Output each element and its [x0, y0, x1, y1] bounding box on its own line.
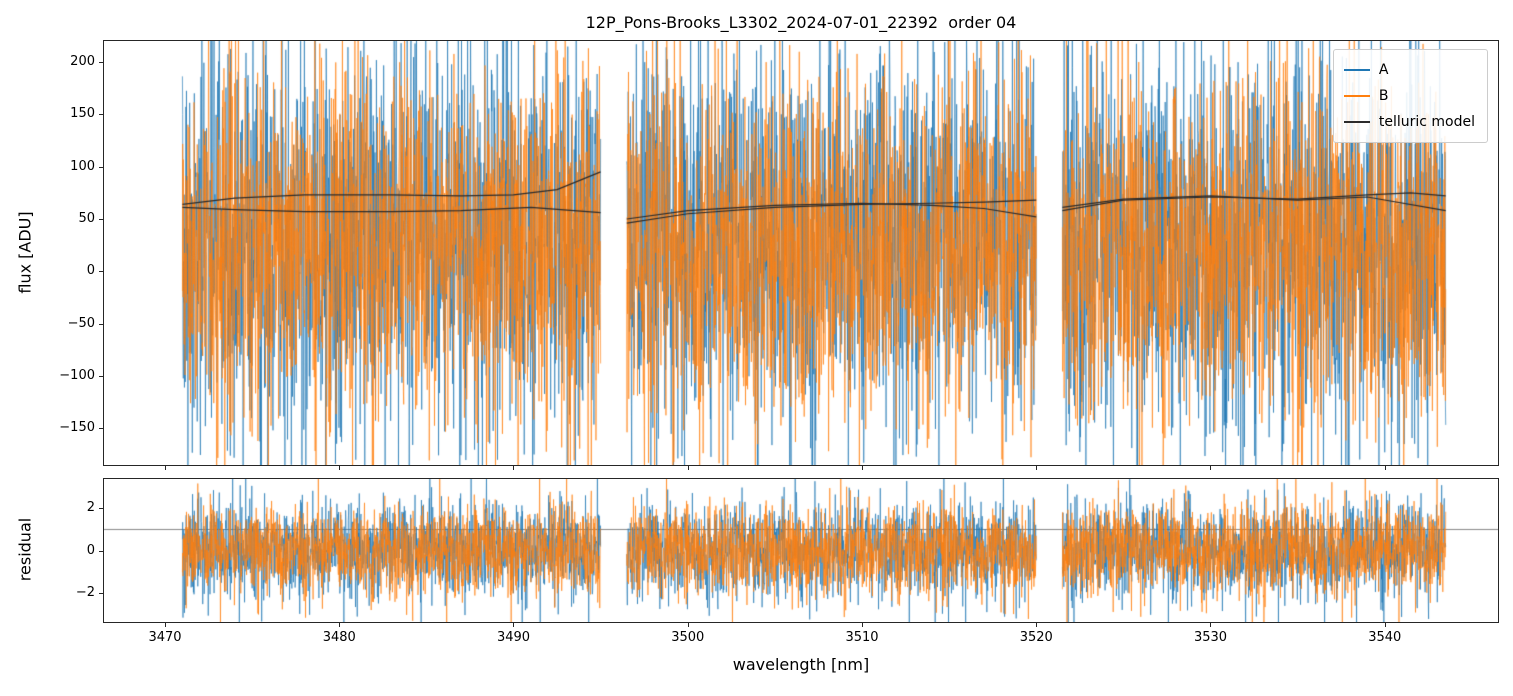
y-tick-mark: [99, 166, 103, 168]
y-tick-label: 200: [70, 53, 95, 69]
x-tick-mark: [1210, 623, 1212, 627]
x-tick-label: 3500: [671, 630, 705, 645]
x-tick-mark: [861, 466, 863, 470]
x-tick-mark: [339, 623, 341, 627]
x-tick-mark: [339, 466, 341, 470]
y-tick-mark: [99, 323, 103, 325]
x-tick-label: 3540: [1368, 630, 1402, 645]
x-tick-mark: [1036, 623, 1038, 627]
x-tick-mark: [1210, 466, 1212, 470]
y-tick-label: 100: [70, 158, 95, 174]
legend-line-swatch-a: [1343, 69, 1370, 71]
legend-item-telluric: telluric model: [1343, 109, 1475, 135]
residual-axis-label: residual: [15, 517, 35, 582]
residual-panel: [103, 478, 1499, 623]
y-tick-label: 0: [86, 263, 95, 279]
legend-label-a: A: [1378, 62, 1389, 78]
y-tick-label: 150: [70, 106, 95, 122]
flux-panel: A B telluric model: [103, 40, 1499, 466]
y-tick-label: −100: [59, 368, 95, 383]
x-tick-mark: [513, 623, 515, 627]
y-tick-label: −150: [59, 420, 95, 436]
y-tick-mark: [99, 271, 103, 273]
y-tick-label: −50: [67, 315, 95, 331]
x-tick-label: 3530: [1193, 630, 1228, 645]
x-tick-label: 3470: [148, 630, 182, 645]
legend-item-a: A: [1343, 57, 1475, 83]
x-tick-mark: [687, 466, 689, 470]
legend-item-b: B: [1343, 83, 1475, 109]
y-tick-mark: [99, 428, 103, 430]
flux-axis-label: flux [ADU]: [15, 211, 35, 294]
legend-line-swatch-b: [1343, 95, 1370, 97]
x-tick-label: 3510: [845, 630, 879, 645]
x-tick-label: 3490: [496, 630, 531, 645]
x-tick-mark: [1384, 466, 1386, 470]
y-tick-mark: [99, 61, 103, 63]
x-tick-mark: [861, 623, 863, 627]
y-tick-mark: [99, 508, 103, 510]
y-tick-label: 0: [86, 542, 95, 558]
legend-label-telluric: telluric model: [1378, 114, 1475, 130]
chart-title: 12P_Pons-Brooks_L3302_2024-07-01_22392 o…: [585, 13, 1017, 32]
x-tick-label: 3480: [322, 630, 356, 645]
x-tick-mark: [1384, 623, 1386, 627]
legend: A B telluric model: [1332, 49, 1488, 143]
legend-label-b: B: [1378, 88, 1389, 104]
x-tick-mark: [687, 623, 689, 627]
y-tick-mark: [99, 114, 103, 116]
y-tick-mark: [99, 592, 103, 594]
y-tick-mark: [99, 550, 103, 552]
x-tick-mark: [513, 466, 515, 470]
y-tick-label: −2: [75, 584, 95, 600]
y-tick-label: 50: [78, 210, 95, 226]
y-tick-mark: [99, 218, 103, 220]
x-axis-label: wavelength [nm]: [732, 655, 870, 674]
x-tick-label: 3520: [1019, 630, 1053, 645]
x-tick-mark: [164, 623, 166, 627]
legend-line-swatch-telluric: [1343, 121, 1370, 123]
flux-plot-canvas: [104, 41, 1498, 465]
x-tick-mark: [1036, 466, 1038, 470]
x-tick-mark: [164, 466, 166, 470]
y-tick-label: 2: [86, 500, 95, 516]
residual-plot-canvas: [104, 479, 1498, 622]
y-tick-mark: [99, 376, 103, 377]
